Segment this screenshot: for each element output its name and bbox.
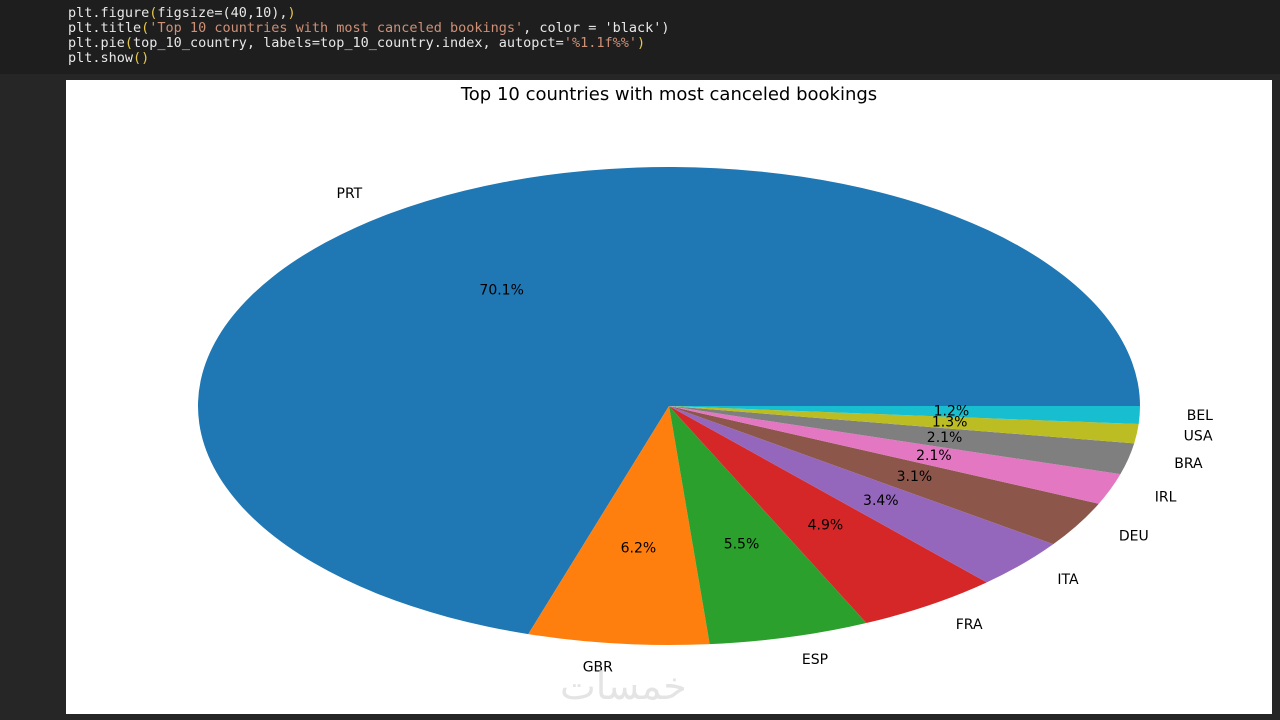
code-token: plt.figure <box>68 5 150 21</box>
pie-category-label: DEU <box>1119 528 1149 544</box>
code-token: ) <box>636 35 646 51</box>
pie-slice-gbr <box>528 406 710 645</box>
code-token: plt.pie <box>68 35 125 51</box>
pie-slice-usa <box>669 406 1139 444</box>
pie-slice-deu <box>669 406 1099 545</box>
code-token: ( <box>124 35 134 51</box>
pie-percent-label: 3.1% <box>897 469 933 485</box>
pie-chart: Top 10 countries with most canceled book… <box>198 84 1214 675</box>
code-token: ( <box>133 50 142 66</box>
code-line-show: plt.show() <box>68 51 669 66</box>
code-string: '%1.1f%%' <box>563 35 637 51</box>
code-token: figsize=(40,10), <box>157 5 288 21</box>
pie-category-label: GBR <box>583 659 613 675</box>
code-line-figure: plt.figure(figsize=(40,10),) <box>68 6 669 21</box>
code-token: top_10_country, labels=top_10_country.in… <box>133 35 564 51</box>
code-token: ) <box>141 50 150 66</box>
pie-category-label: FRA <box>956 617 983 633</box>
code-token: ) <box>287 5 296 21</box>
code-token: ( <box>149 5 158 21</box>
code-token: ( <box>141 20 150 36</box>
pie-slice-bel <box>669 406 1140 425</box>
code-token: plt.title <box>68 20 142 36</box>
code-token: , color = 'black') <box>523 20 670 36</box>
pie-category-label: ESP <box>802 652 828 668</box>
pie-category-label: PRT <box>337 186 363 202</box>
pie-slice-prt <box>198 167 1140 635</box>
code-editor[interactable]: plt.figure(figsize=(40,10),) plt.title('T… <box>68 6 669 66</box>
pie-percent-label: 1.2% <box>934 403 970 419</box>
pie-slice-bra <box>669 406 1135 475</box>
code-cell[interactable]: plt.figure(figsize=(40,10),) plt.title('T… <box>0 0 1280 75</box>
chart-title: Top 10 countries with most canceled book… <box>460 84 877 105</box>
pie-percent-label: 2.1% <box>916 448 952 464</box>
pie-percent-label: 70.1% <box>479 282 523 298</box>
chart-figure: Top 10 countries with most canceled book… <box>66 80 1272 714</box>
watermark-logo: خمسات <box>560 664 687 708</box>
pie-slices <box>198 167 1140 645</box>
pie-category-label: USA <box>1184 429 1213 445</box>
pie-slice-esp <box>669 406 867 645</box>
pie-percent-label: 3.4% <box>863 493 899 509</box>
pie-slice-irl <box>669 406 1121 504</box>
pie-percent-label: 4.9% <box>808 517 844 533</box>
pie-slice-ita <box>669 406 1054 583</box>
code-token: plt.show <box>68 50 134 66</box>
pie-slice-fra <box>669 406 987 624</box>
pie-category-label: BEL <box>1187 408 1213 424</box>
code-line-pie: plt.pie(top_10_country, labels=top_10_co… <box>68 36 669 51</box>
pie-category-label: ITA <box>1057 572 1079 588</box>
pie-percent-label: 1.3% <box>932 415 968 431</box>
code-line-title: plt.title('Top 10 countries with most ca… <box>68 21 669 36</box>
pie-category-label: BRA <box>1174 456 1203 472</box>
pie-percent-label: 5.5% <box>724 537 760 553</box>
pie-percent-labels: 70.1%6.2% 5.5%4.9%3.4%3.1%2.1%2.1%1.3%1.2… <box>479 282 969 556</box>
pie-category-label: IRL <box>1155 489 1177 505</box>
pie-percent-label: 2.1% <box>927 430 963 446</box>
code-string: 'Top 10 countries with most canceled boo… <box>149 20 524 36</box>
pie-category-labels: PRT GBR ESP FRA ITA DEU IRL BRA USA BEL <box>337 186 1214 675</box>
pie-percent-label: 6.2% <box>621 541 657 557</box>
